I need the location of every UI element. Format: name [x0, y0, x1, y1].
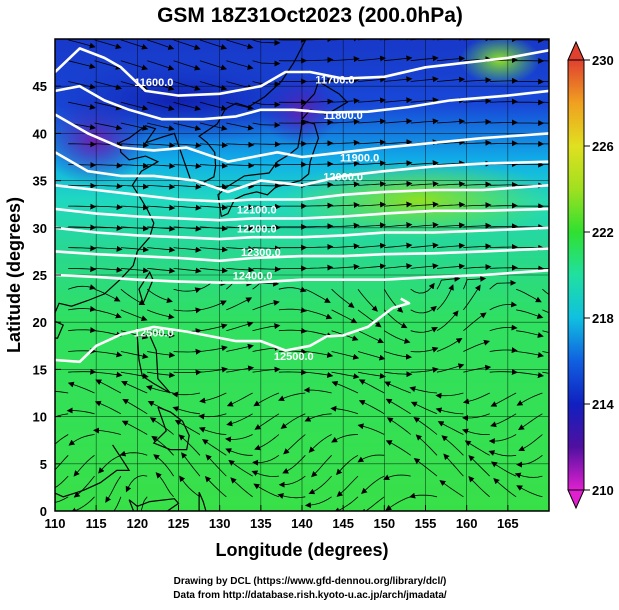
contour-label: 12000.0	[323, 172, 363, 184]
footer-credit-data: Data from http://database.rish.kyoto-u.a…	[173, 590, 447, 601]
map-area: 11600.0 11700.0 11800.0 11900.0 12000.0 12100…	[30, 35, 570, 524]
colorbar-top-arrow	[568, 42, 584, 60]
x-tick-label: 120	[126, 516, 148, 531]
x-tick-label: 115	[86, 516, 107, 531]
chart-title: GSM 18Z31Oct2023 (200.0hPa)	[157, 4, 463, 27]
x-tick-label: 125	[168, 516, 190, 531]
contour-label: 12300.0	[241, 247, 281, 259]
colorbar-tick-label: 226	[592, 139, 614, 154]
contour-label: 12100.0	[237, 205, 277, 217]
x-tick-label: 110	[45, 516, 66, 531]
x-tick-label: 145	[332, 516, 354, 531]
colorbar-tick-label: 214	[592, 397, 614, 412]
contour-label: 11700.0	[315, 74, 354, 86]
y-tick-label: 30	[33, 221, 47, 236]
contour-label: 11600.0	[134, 77, 173, 89]
streamline	[490, 185, 517, 186]
contour-label: 12500.0	[134, 327, 174, 339]
colorbar-tick-label: 218	[592, 311, 614, 326]
footer-credit-dcl: Drawing by DCL (https://www.gfd-dennou.o…	[174, 576, 447, 587]
y-tick-label: 40	[33, 126, 47, 141]
y-tick-label: 10	[33, 410, 47, 425]
contour-label: 11800.0	[324, 110, 363, 122]
y-tick-label: 5	[40, 457, 47, 472]
y-tick-label: 0	[40, 504, 47, 519]
x-axis-label: Longitude (degrees)	[215, 540, 388, 560]
y-tick-label: 45	[33, 79, 47, 94]
colorbar-tick-label: 230	[592, 53, 614, 68]
colorbar-bottom-arrow	[568, 490, 584, 508]
x-tick-label: 155	[415, 516, 437, 531]
colorbar-tick-label: 210	[592, 483, 614, 498]
y-tick-label: 25	[33, 268, 47, 283]
colorbar-fill	[568, 60, 584, 490]
x-tick-label: 130	[209, 516, 231, 531]
colorbar: 210 214 218 222 226 230	[568, 42, 614, 508]
x-tick-label: 135	[250, 516, 272, 531]
x-tick-label: 165	[497, 516, 519, 531]
y-axis-label: Latitude (degrees)	[4, 197, 24, 353]
y-tick-label: 35	[33, 174, 47, 189]
contour-label: 12500.0	[274, 351, 314, 363]
y-tick-label: 15	[33, 362, 47, 377]
contour-label: 12200.0	[237, 224, 277, 236]
y-tick-label: 20	[33, 315, 47, 330]
contour-label: 11900.0	[340, 153, 379, 165]
contour-label: 12400.0	[233, 271, 273, 283]
x-tick-label: 150	[373, 516, 395, 531]
colorbar-tick-label: 222	[592, 225, 614, 240]
x-tick-label: 160	[456, 516, 478, 531]
x-tick-label: 140	[291, 516, 313, 531]
jet-core-shading	[30, 55, 330, 145]
colorbar-ticks: 210 214 218 222 226 230	[584, 53, 614, 498]
